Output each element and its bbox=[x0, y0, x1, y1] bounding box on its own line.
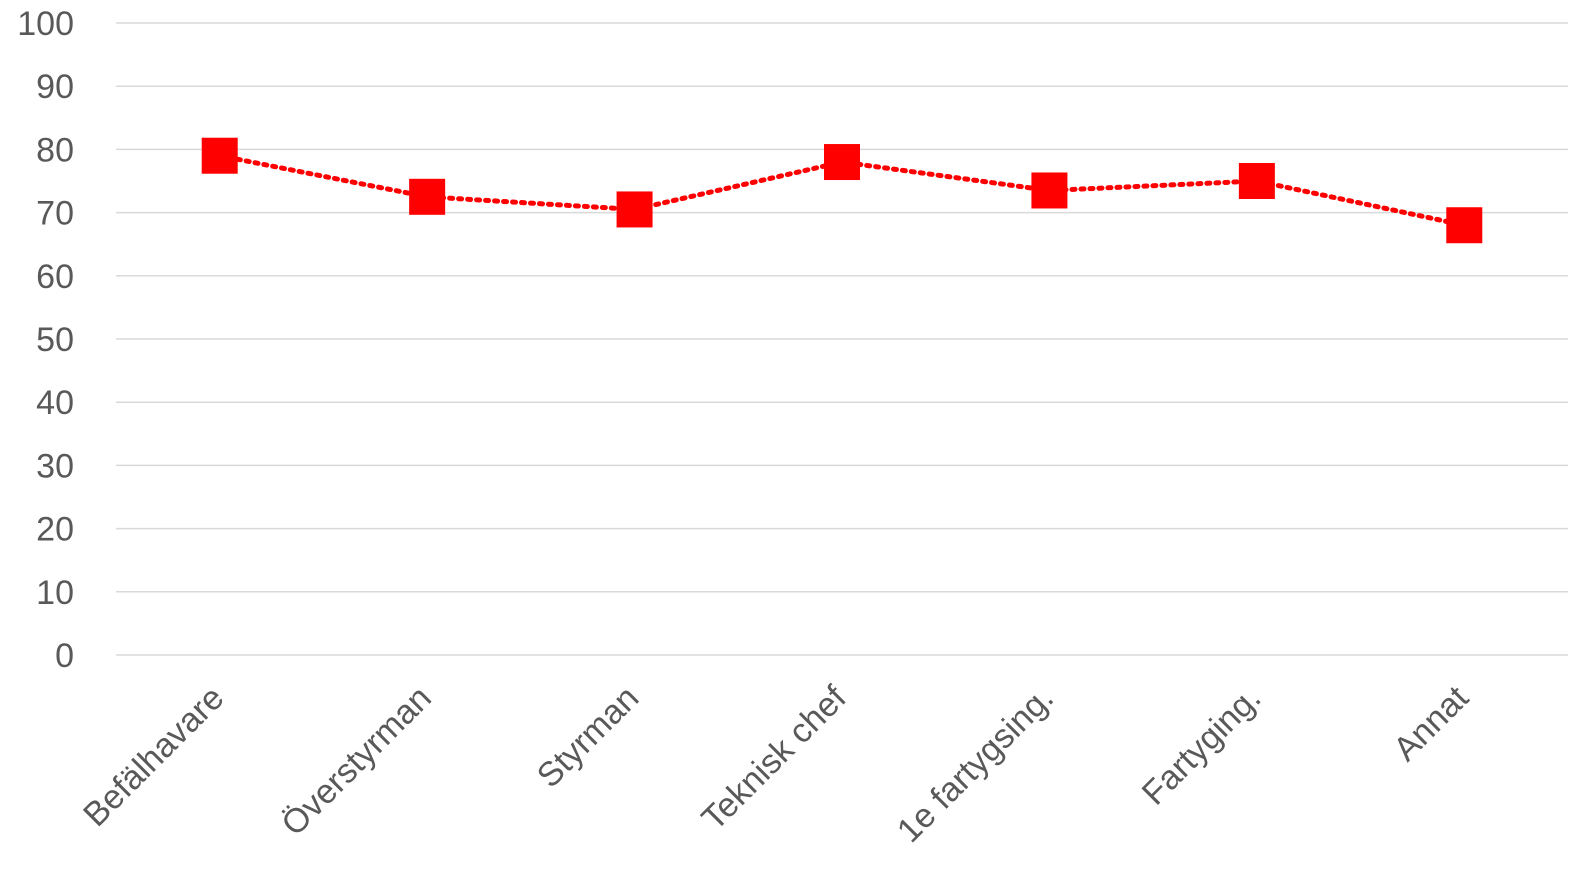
y-tick-label: 60 bbox=[36, 258, 74, 296]
y-tick-label: 100 bbox=[17, 5, 74, 43]
y-axis-tick-labels: 0 10 20 30 40 50 60 70 80 90 100 bbox=[17, 5, 74, 675]
series-layer bbox=[201, 137, 1483, 244]
x-tick-label: Teknisk chef bbox=[694, 678, 854, 838]
data-point-marker bbox=[1446, 207, 1483, 244]
x-tick-label: Styrman bbox=[530, 679, 646, 795]
data-point-marker bbox=[201, 137, 238, 174]
data-point-marker bbox=[1031, 172, 1068, 209]
y-tick-label: 50 bbox=[36, 321, 74, 359]
x-tick-label: 1e fartygsing. bbox=[890, 679, 1061, 850]
y-tick-label: 30 bbox=[36, 447, 74, 485]
y-tick-label: 10 bbox=[36, 574, 74, 612]
x-tick-label: Överstyrman bbox=[274, 679, 438, 843]
x-axis-tick-labels: Befälhavare Överstyrman Styrman Teknisk che… bbox=[76, 678, 1476, 850]
x-tick-label: Annat bbox=[1386, 678, 1476, 768]
y-tick-label: 20 bbox=[36, 511, 74, 549]
y-tick-label: 0 bbox=[55, 637, 74, 675]
data-point-marker bbox=[409, 178, 446, 215]
y-tick-label: 40 bbox=[36, 384, 74, 422]
y-tick-label: 70 bbox=[36, 195, 74, 233]
data-point-marker bbox=[1238, 163, 1275, 199]
y-tick-label: 90 bbox=[36, 68, 74, 106]
x-tick-label: Befälhavare bbox=[76, 679, 231, 834]
gridlines bbox=[116, 22, 1568, 656]
data-point-marker bbox=[616, 191, 653, 228]
data-point-marker bbox=[824, 144, 860, 181]
y-tick-label: 80 bbox=[36, 131, 74, 169]
x-tick-label: Fartyging. bbox=[1135, 679, 1269, 813]
